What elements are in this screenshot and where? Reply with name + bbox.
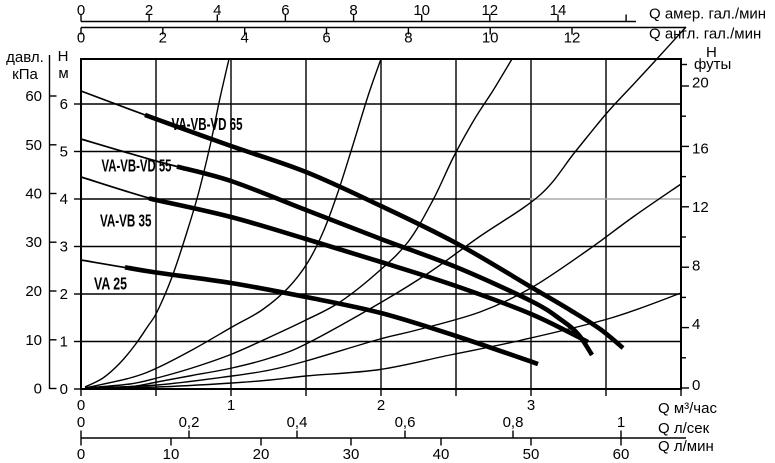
svg-text:Q л/мин: Q л/мин — [658, 438, 714, 455]
svg-text:0,8: 0,8 — [503, 414, 524, 431]
svg-text:16: 16 — [692, 140, 709, 157]
svg-text:0: 0 — [60, 381, 68, 398]
svg-text:3: 3 — [527, 397, 535, 414]
svg-text:0: 0 — [34, 381, 42, 398]
svg-text:0,2: 0,2 — [179, 414, 200, 431]
svg-text:H: H — [58, 48, 69, 65]
svg-text:50: 50 — [523, 446, 540, 463]
svg-text:2: 2 — [159, 30, 167, 47]
svg-text:60: 60 — [613, 446, 630, 463]
svg-text:4: 4 — [692, 316, 700, 333]
svg-text:8: 8 — [692, 257, 700, 274]
svg-text:4: 4 — [213, 2, 221, 19]
svg-text:0: 0 — [692, 377, 700, 394]
svg-text:10: 10 — [482, 30, 499, 47]
svg-text:6: 6 — [322, 30, 330, 47]
svg-text:60: 60 — [25, 88, 42, 105]
svg-text:6: 6 — [60, 96, 68, 113]
svg-text:Q м³/час: Q м³/час — [658, 400, 717, 417]
svg-text:4: 4 — [60, 191, 68, 208]
svg-text:футы: футы — [694, 56, 731, 73]
svg-text:0: 0 — [77, 414, 85, 431]
svg-text:3: 3 — [60, 239, 68, 256]
svg-text:0: 0 — [77, 397, 85, 414]
svg-text:1: 1 — [227, 397, 235, 414]
svg-text:5: 5 — [60, 144, 68, 161]
svg-text:Q амер. гал./мин: Q амер. гал./мин — [649, 6, 766, 23]
svg-text:0,4: 0,4 — [287, 414, 308, 431]
svg-text:2: 2 — [377, 397, 385, 414]
svg-text:12: 12 — [692, 199, 709, 216]
svg-text:12: 12 — [564, 30, 581, 47]
svg-text:кПа: кПа — [12, 66, 38, 83]
svg-text:H: H — [706, 44, 717, 61]
svg-text:50: 50 — [25, 137, 42, 154]
svg-text:VA 25: VA 25 — [94, 274, 127, 294]
svg-text:0: 0 — [77, 446, 85, 463]
svg-text:8: 8 — [349, 2, 357, 19]
svg-text:м: м — [58, 65, 68, 82]
svg-text:Q англ. гал./мин: Q англ. гал./мин — [649, 26, 761, 43]
svg-text:0,6: 0,6 — [395, 414, 416, 431]
svg-text:20: 20 — [253, 446, 270, 463]
svg-text:20: 20 — [25, 283, 42, 300]
svg-text:12: 12 — [481, 2, 498, 19]
svg-text:VA-VB 35: VA-VB 35 — [100, 211, 152, 231]
svg-text:0: 0 — [77, 2, 85, 19]
svg-text:давл.: давл. — [6, 49, 44, 66]
svg-text:1: 1 — [60, 334, 68, 351]
svg-text:40: 40 — [25, 186, 42, 203]
svg-text:14: 14 — [550, 2, 567, 19]
svg-text:4: 4 — [241, 30, 249, 47]
svg-text:20: 20 — [692, 75, 709, 92]
svg-text:8: 8 — [404, 30, 412, 47]
svg-text:30: 30 — [25, 234, 42, 251]
svg-text:10: 10 — [25, 332, 42, 349]
svg-text:2: 2 — [145, 2, 153, 19]
svg-text:30: 30 — [343, 446, 360, 463]
svg-text:VA-VB-VD 55: VA-VB-VD 55 — [102, 156, 172, 176]
svg-text:VA-VB-VD 65: VA-VB-VD 65 — [172, 114, 243, 134]
svg-text:6: 6 — [281, 2, 289, 19]
svg-text:0: 0 — [77, 30, 85, 47]
svg-text:Q л/сек: Q л/сек — [658, 420, 710, 437]
svg-text:1: 1 — [617, 414, 625, 431]
svg-text:10: 10 — [413, 2, 430, 19]
svg-text:2: 2 — [60, 286, 68, 303]
svg-text:10: 10 — [163, 446, 180, 463]
svg-text:40: 40 — [433, 446, 450, 463]
